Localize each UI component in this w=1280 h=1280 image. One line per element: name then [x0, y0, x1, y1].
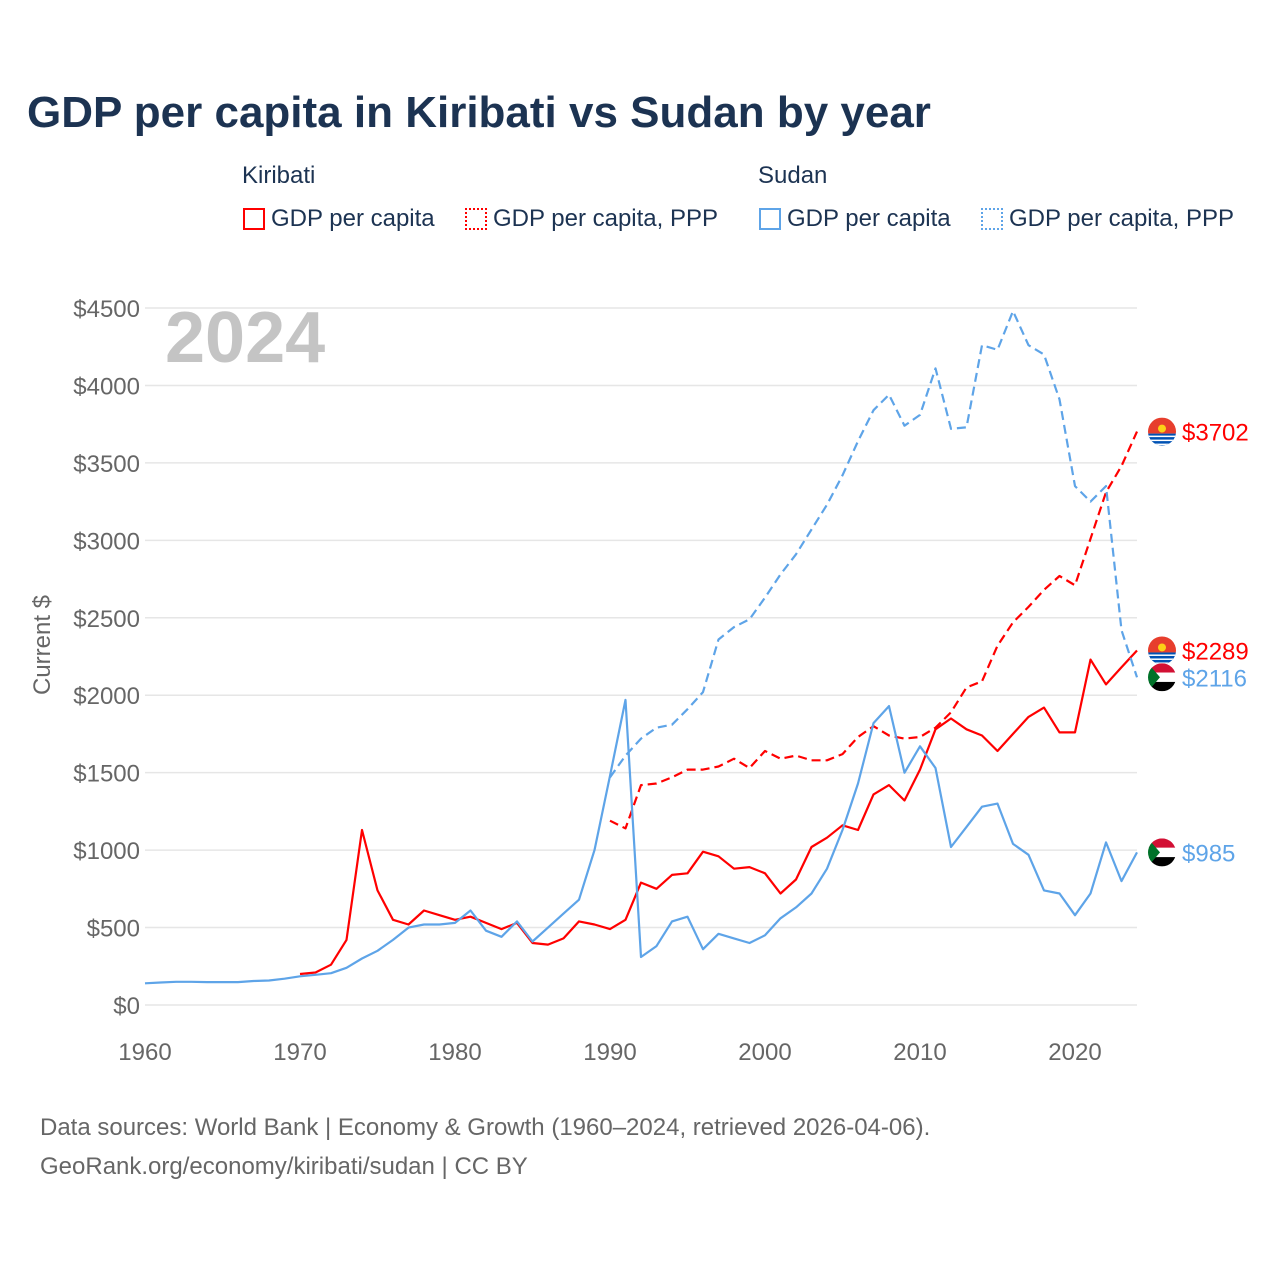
sudan-flag-icon: [1148, 663, 1176, 692]
legend-label: GDP per capita, PPP: [1009, 205, 1234, 232]
legend-sudan-ppp[interactable]: GDP per capita, PPP: [981, 205, 1234, 233]
legend-label: GDP per capita, PPP: [493, 205, 718, 232]
chart-title: GDP per capita in Kiribati vs Sudan by y…: [27, 88, 931, 137]
y-tick-label: $2000: [73, 683, 140, 710]
legend-swatch-dotted-red: [465, 208, 487, 230]
x-tick-label: 1970: [273, 1039, 326, 1066]
flag-red: [1148, 663, 1176, 673]
legend-swatch-solid-blue: [759, 208, 781, 230]
flag-white: [1148, 847, 1176, 858]
legend-label: GDP per capita: [787, 205, 951, 232]
x-tick-label: 1960: [118, 1039, 171, 1066]
y-axis-label: Current $: [29, 595, 56, 695]
legend-kiribati-ppp[interactable]: GDP per capita, PPP: [465, 205, 718, 233]
flag-sun: [1158, 424, 1166, 433]
flag-black: [1148, 681, 1176, 692]
x-tick-label: 2000: [738, 1039, 791, 1066]
flag-sun: [1158, 643, 1166, 652]
source-line-1: Data sources: World Bank | Economy & Gro…: [40, 1114, 931, 1141]
series-line-1: [609, 431, 1139, 830]
legend-group-sudan: Sudan: [758, 162, 828, 189]
legend-kiribati-gdp[interactable]: GDP per capita: [243, 205, 435, 233]
flag-triangle: [1148, 663, 1160, 692]
flag-body: [1148, 838, 1176, 867]
legend-label: GDP per capita: [271, 205, 435, 232]
legend-group-kiribati: Kiribati: [242, 162, 316, 189]
end-value-label: $2289: [1182, 638, 1249, 665]
kiribati-flag-icon: [1148, 636, 1176, 665]
series-line-2: [144, 698, 1138, 985]
y-tick-label: $2500: [73, 606, 140, 633]
x-tick-label: 1980: [428, 1039, 481, 1066]
flag-triangle: [1148, 838, 1160, 867]
y-tick-label: $4000: [73, 373, 140, 400]
legend-swatch-dotted-blue: [981, 208, 1003, 230]
year-watermark: 2024: [165, 298, 325, 378]
sudan-flag-icon: [1148, 838, 1176, 867]
legend-sudan-gdp[interactable]: GDP per capita: [759, 205, 951, 233]
flag-wave: [1148, 443, 1176, 446]
y-tick-label: $0: [113, 993, 140, 1020]
end-value-label: $985: [1182, 840, 1235, 867]
y-tick-label: $1000: [73, 838, 140, 865]
line-chart: 2024 Current $ $0 $500 $1000 $1500 $2000 $250…: [29, 296, 1249, 1066]
flag-body: [1148, 417, 1176, 446]
flag-white: [1148, 672, 1176, 682]
source-note: Data sources: World Bank | Economy & Gro…: [40, 1108, 930, 1186]
end-value-label: $2116: [1182, 665, 1247, 692]
flag-black: [1148, 857, 1176, 867]
flag-body: [1148, 636, 1176, 665]
series-line-3: [609, 310, 1139, 778]
flag-wave: [1148, 658, 1176, 660]
y-tick-label: $1500: [73, 761, 140, 788]
y-tick-label: $500: [87, 916, 140, 943]
flag-red: [1148, 838, 1176, 848]
series-line-0: [299, 649, 1138, 976]
x-tick-label: 1990: [583, 1039, 636, 1066]
flag-wave: [1148, 662, 1176, 664]
legend-swatch-solid-red: [243, 208, 265, 230]
flag-wave: [1148, 435, 1176, 438]
x-tick-label: 2010: [893, 1039, 946, 1066]
flag-body: [1148, 663, 1176, 692]
end-value-label: $3702: [1182, 420, 1249, 447]
flag-wave: [1148, 654, 1176, 656]
flag-wave: [1148, 439, 1176, 442]
y-tick-label: $3500: [73, 451, 140, 478]
kiribati-flag-icon: [1148, 417, 1176, 446]
x-tick-label: 2020: [1048, 1039, 1101, 1066]
y-tick-label: $4500: [73, 296, 140, 323]
y-tick-label: $3000: [73, 528, 140, 555]
source-line-2[interactable]: GeoRank.org/economy/kiribati/sudan | CC …: [40, 1153, 528, 1180]
